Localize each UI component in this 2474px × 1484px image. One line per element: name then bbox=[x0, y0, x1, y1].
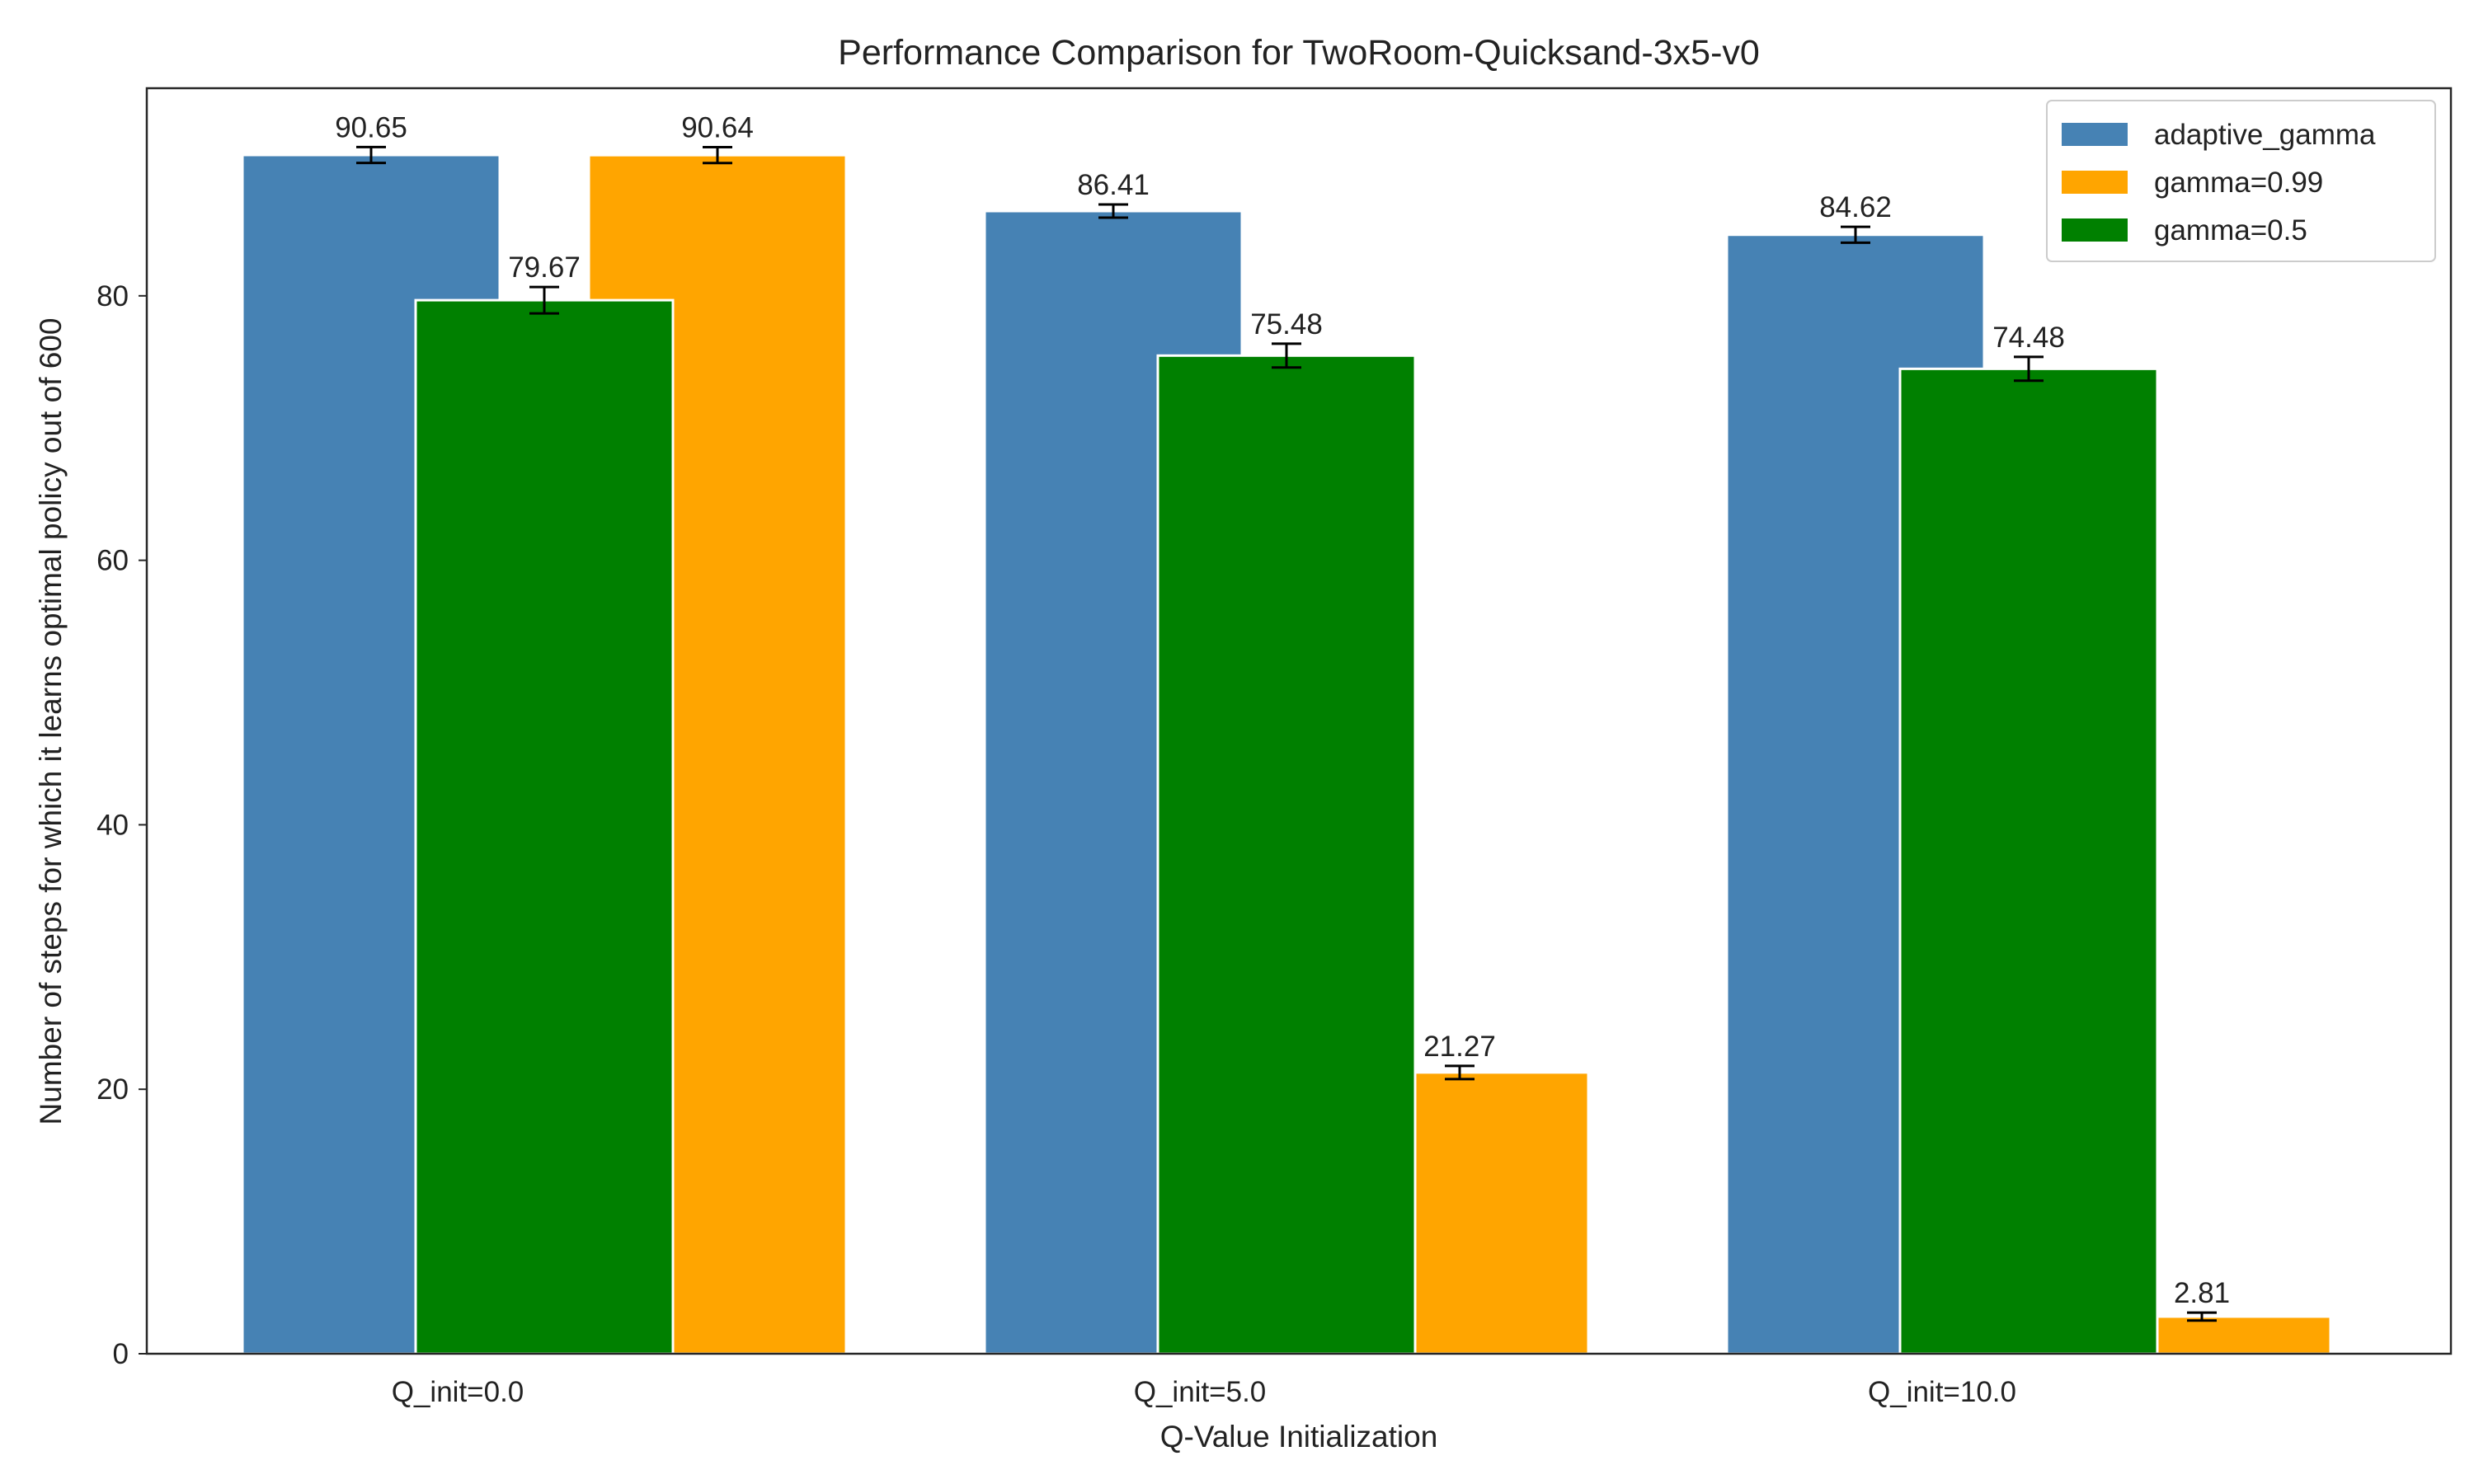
y-tick-label: 80 bbox=[96, 280, 129, 312]
y-axis-label: Number of steps for which it learns opti… bbox=[34, 318, 68, 1125]
legend-swatch-gamma=0.99 bbox=[2062, 171, 2128, 194]
data-label-adaptive_gamma-2: 84.62 bbox=[1819, 191, 1892, 223]
legend-label-adaptive_gamma: adaptive_gamma bbox=[2154, 119, 2376, 151]
bar-gamma=0.5-0 bbox=[416, 300, 673, 1354]
legend-swatch-gamma=0.5 bbox=[2062, 218, 2128, 242]
y-tick-label: 60 bbox=[96, 545, 129, 577]
y-tick-label: 0 bbox=[113, 1338, 129, 1370]
data-label-gamma=0.5-0: 79.67 bbox=[508, 251, 581, 284]
bar-gamma=0.5-1 bbox=[1158, 355, 1415, 1354]
data-label-adaptive_gamma-1: 86.41 bbox=[1077, 169, 1150, 201]
x-tick-label: Q_init=0.0 bbox=[392, 1376, 524, 1408]
data-label-gamma=0.99-1: 21.27 bbox=[1423, 1031, 1496, 1063]
data-label-gamma=0.99-0: 90.64 bbox=[681, 112, 754, 144]
chart-title: Performance Comparison for TwoRoom-Quick… bbox=[838, 33, 1760, 73]
legend: adaptive_gamma gamma=0.99 gamma=0.5 bbox=[2047, 101, 2435, 261]
legend-swatch-adaptive_gamma bbox=[2062, 123, 2128, 146]
data-label-gamma=0.5-1: 75.48 bbox=[1250, 308, 1323, 340]
x-tick-label: Q_init=5.0 bbox=[1134, 1376, 1267, 1408]
data-label-gamma=0.99-2: 2.81 bbox=[2174, 1277, 2230, 1309]
data-label-adaptive_gamma-0: 90.65 bbox=[335, 111, 407, 143]
y-tick-label: 40 bbox=[96, 809, 129, 841]
x-tick-label: Q_init=10.0 bbox=[1868, 1376, 2016, 1408]
legend-label-gamma=0.99: gamma=0.99 bbox=[2154, 167, 2323, 199]
y-tick-label: 20 bbox=[96, 1073, 129, 1106]
bar-gamma=0.5-2 bbox=[1900, 369, 2157, 1354]
legend-label-gamma=0.5: gamma=0.5 bbox=[2154, 214, 2307, 247]
data-label-gamma=0.5-2: 74.48 bbox=[1992, 322, 2065, 354]
x-axis-label: Q-Value Initialization bbox=[1160, 1420, 1438, 1453]
